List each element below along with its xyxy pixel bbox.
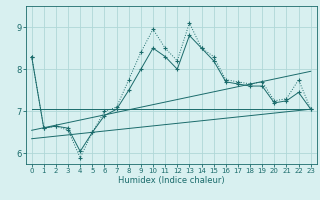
X-axis label: Humidex (Indice chaleur): Humidex (Indice chaleur): [118, 176, 225, 185]
